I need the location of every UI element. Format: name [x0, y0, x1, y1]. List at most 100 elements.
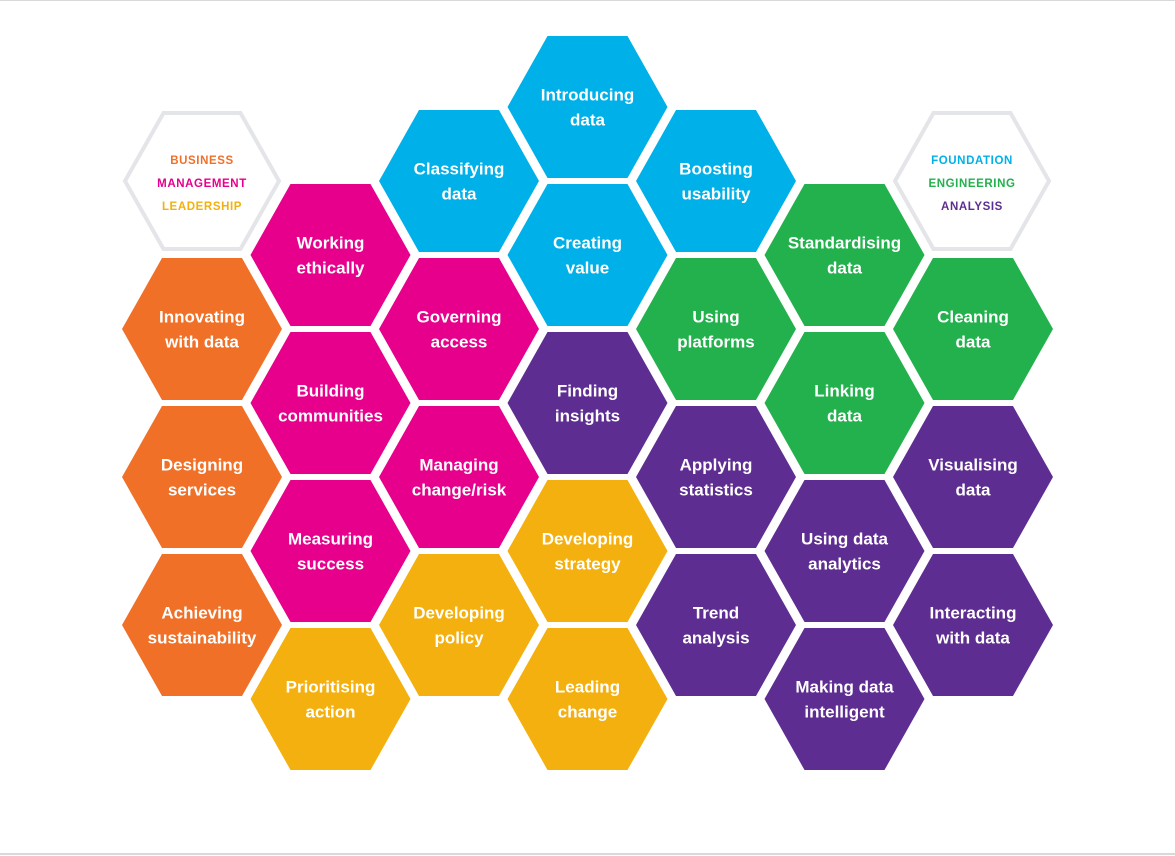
- hex-label-line: usability: [682, 185, 752, 204]
- legend-entry-leadership: LEADERSHIP: [162, 201, 242, 213]
- hex-label-line: Trend: [693, 604, 739, 623]
- hex-cleaning-data: Cleaning data: [893, 258, 1053, 400]
- hex-shape-foundation: [379, 110, 539, 252]
- hex-applying-statistics: Applying statistics: [636, 406, 796, 548]
- hex-shape-analysis: [507, 332, 668, 474]
- hex-creating-value: Creating value: [507, 184, 668, 326]
- hex-shape-business: [122, 258, 282, 400]
- hex-leading-change: Leading change: [507, 628, 668, 770]
- hex-shape-engineering: [764, 332, 925, 474]
- hex-label-line: Introducing: [541, 86, 634, 105]
- hex-label-line: data: [827, 407, 863, 426]
- hex-label-line: Designing: [161, 456, 243, 475]
- hex-shape-leadership: [507, 628, 668, 770]
- hex-label-line: data: [570, 111, 606, 130]
- hex-developing-strategy: Developing strategy: [507, 480, 668, 622]
- hex-trend-analysis: Trend analysis: [636, 554, 796, 696]
- hex-shape-leadership: [379, 554, 539, 696]
- legend-hex-outline: [892, 111, 1052, 251]
- hex-label-line: Managing: [419, 456, 498, 475]
- hex-introducing-data: Introducing data: [507, 36, 668, 178]
- bottom-divider: [0, 853, 1175, 855]
- hex-label-line: Using: [692, 308, 739, 327]
- hex-shape-foundation: [507, 36, 668, 178]
- hex-making-data-intelligent: Making data intelligent: [764, 628, 925, 770]
- hex-label-line: sustainability: [148, 629, 257, 648]
- hex-shape-analysis: [893, 554, 1053, 696]
- hex-label-line: Classifying: [414, 160, 505, 179]
- hex-label-line: Using data: [801, 530, 888, 549]
- hex-shape-management: [379, 406, 539, 548]
- hex-label-line: insights: [555, 407, 620, 426]
- hex-shape-analysis: [636, 406, 796, 548]
- hex-shape-foundation: [636, 110, 796, 252]
- top-divider: [0, 0, 1175, 1]
- hex-shape-engineering: [764, 184, 925, 326]
- legend-left: BUSINESS MANAGEMENT LEADERSHIP: [122, 111, 282, 251]
- hex-label-line: Making data: [795, 678, 894, 697]
- hex-building-communities: Building communities: [250, 332, 411, 474]
- hex-boosting-usability: Boosting usability: [636, 110, 796, 252]
- hex-working-ethically: Working ethically: [250, 184, 411, 326]
- hex-label-line: Developing: [542, 530, 634, 549]
- hex-shape-foundation: [507, 184, 668, 326]
- hex-label-line: Leading: [555, 678, 620, 697]
- hex-label-line: action: [305, 703, 355, 722]
- hex-label-line: change: [558, 703, 618, 722]
- hex-finding-insights: Finding insights: [507, 332, 668, 474]
- hex-label-line: with data: [935, 629, 1010, 648]
- hex-innovating-with-data: Innovating with data: [122, 258, 282, 400]
- hex-label-line: Developing: [413, 604, 505, 623]
- hex-shape-management: [250, 332, 411, 474]
- hex-label-line: Interacting: [930, 604, 1017, 623]
- hex-label-line: ethically: [296, 259, 365, 278]
- legend-entry-foundation: FOUNDATION: [931, 155, 1013, 167]
- hex-label-line: strategy: [554, 555, 621, 574]
- hex-label-line: communities: [278, 407, 383, 426]
- legend-right: FOUNDATION ENGINEERING ANALYSIS: [892, 111, 1052, 251]
- hex-shape-analysis: [764, 628, 925, 770]
- hex-label-line: Measuring: [288, 530, 373, 549]
- hex-label-line: Building: [297, 382, 365, 401]
- hex-using-data-analytics: Using data analytics: [764, 480, 925, 622]
- hex-prioritising-action: Prioritising action: [250, 628, 411, 770]
- hex-label-line: Visualising: [928, 456, 1017, 475]
- hex-label-line: Finding: [557, 382, 618, 401]
- hex-label-line: Prioritising: [286, 678, 376, 697]
- hex-shape-engineering: [636, 258, 796, 400]
- hex-shape-business: [122, 406, 282, 548]
- hex-designing-services: Designing services: [122, 406, 282, 548]
- hex-using-platforms: Using platforms: [636, 258, 796, 400]
- hex-label-line: Governing: [416, 308, 501, 327]
- hex-managing-change-risk: Managing change/risk: [379, 406, 539, 548]
- hex-label-line: Applying: [680, 456, 753, 475]
- legend-entry-analysis: ANALYSIS: [941, 201, 1003, 213]
- hex-label-line: Innovating: [159, 308, 245, 327]
- hex-label-line: Standardising: [788, 234, 901, 253]
- legend-entry-business: BUSINESS: [170, 155, 234, 167]
- hex-interacting-with-data: Interacting with data: [893, 554, 1053, 696]
- hex-shape-analysis: [764, 480, 925, 622]
- hex-shape-engineering: [893, 258, 1053, 400]
- hex-label-line: data: [827, 259, 863, 278]
- hex-measuring-success: Measuring success: [250, 480, 411, 622]
- legend-entry-engineering: ENGINEERING: [928, 178, 1015, 190]
- hex-shape-leadership: [250, 628, 411, 770]
- hex-label-line: Boosting: [679, 160, 753, 179]
- hex-label-line: data: [956, 481, 992, 500]
- hex-governing-access: Governing access: [379, 258, 539, 400]
- hex-label-line: statistics: [679, 481, 753, 500]
- hex-achieving-sustainability: Achieving sustainability: [122, 554, 282, 696]
- hex-shape-analysis: [636, 554, 796, 696]
- legend-hex-outline: [122, 111, 282, 251]
- hex-label-line: policy: [434, 629, 484, 648]
- hex-label-line: Linking: [814, 382, 874, 401]
- hex-label-line: data: [956, 333, 992, 352]
- hex-shape-management: [250, 184, 411, 326]
- hex-label-line: change/risk: [412, 481, 507, 500]
- hex-label-line: services: [168, 481, 236, 500]
- hex-label-line: Working: [297, 234, 365, 253]
- hex-label-line: analysis: [682, 629, 749, 648]
